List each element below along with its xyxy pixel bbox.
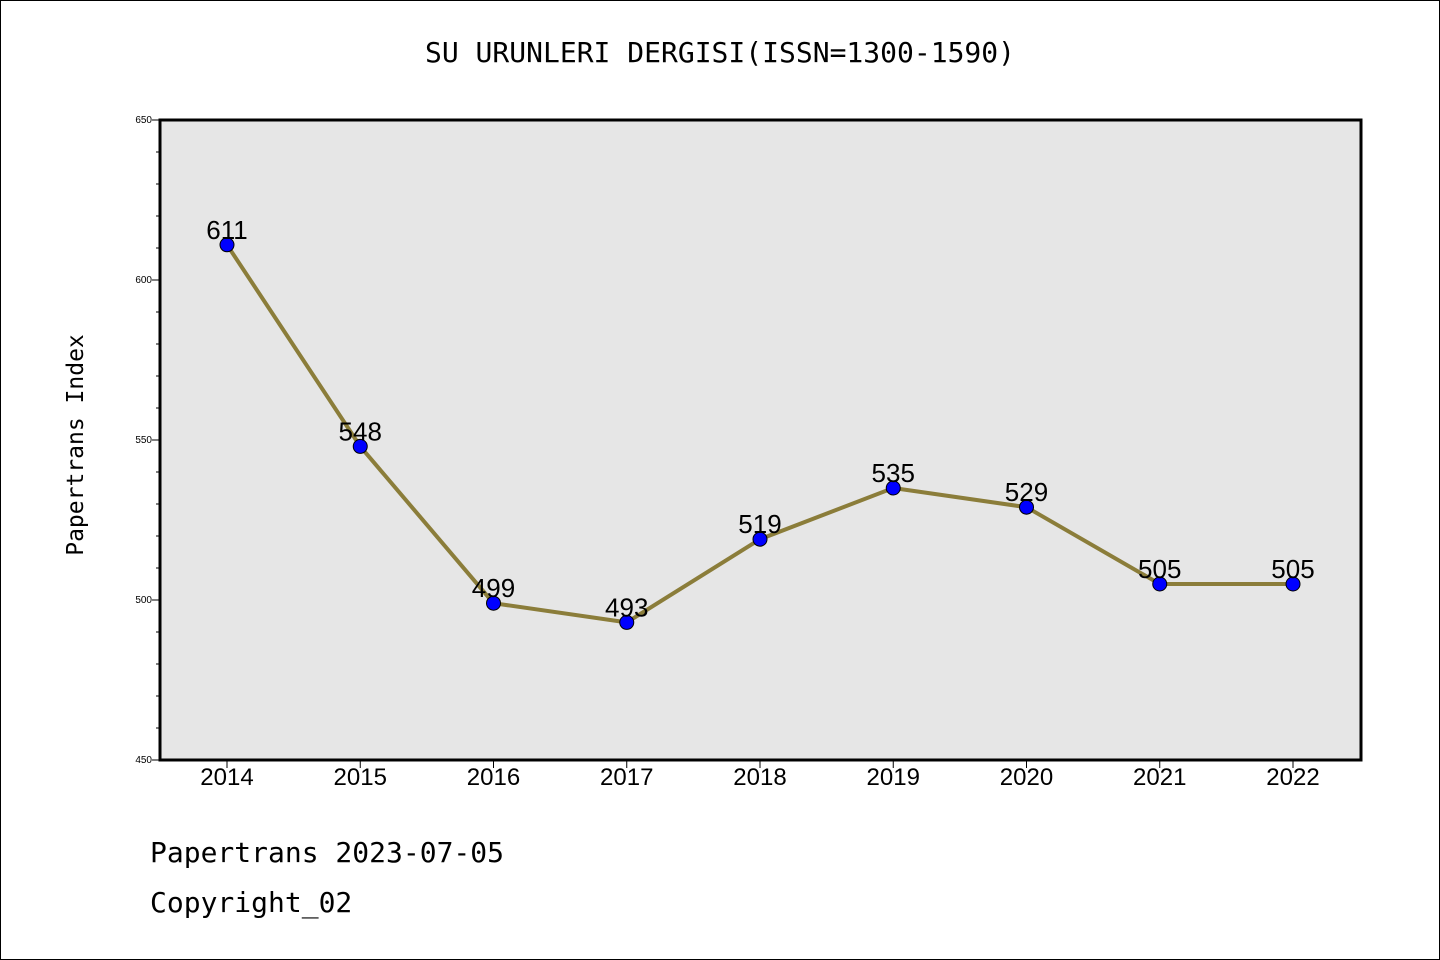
- y-tick-label: 550: [135, 435, 152, 446]
- data-label: 505: [1271, 554, 1314, 584]
- data-point: [885, 480, 901, 496]
- data-point: [1019, 499, 1034, 515]
- x-tick-label: 2021: [1133, 764, 1186, 791]
- y-axis: 450 500 550 600 650: [135, 115, 160, 766]
- x-tick-label: 2016: [467, 764, 520, 791]
- data-point: [619, 614, 635, 630]
- x-tick-label: 2019: [867, 764, 920, 791]
- series-markers: [219, 237, 1301, 630]
- x-tick-label: 2018: [733, 764, 786, 791]
- y-tick-label: 450: [135, 755, 152, 766]
- x-axis: 2014 2015 2016 2017 2018 2019 2020 2021 2022: [200, 760, 1320, 791]
- data-label: 529: [1005, 477, 1048, 507]
- data-label: 611: [206, 215, 247, 245]
- data-label: 519: [738, 509, 781, 539]
- data-label: 548: [339, 416, 382, 446]
- data-label: 535: [872, 458, 915, 488]
- data-label: 493: [605, 592, 648, 622]
- data-point: [1152, 576, 1168, 592]
- chart-title: SU URUNLERI DERGISI(ISSN=1300-1590): [424, 36, 1015, 69]
- x-tick-label: 2017: [600, 764, 653, 791]
- y-tick-label: 650: [135, 115, 152, 126]
- data-point: [1285, 576, 1301, 592]
- y-tick-label: 500: [135, 595, 152, 606]
- data-point: [352, 438, 368, 454]
- x-tick-label: 2014: [200, 764, 253, 791]
- x-tick-label: 2015: [334, 764, 387, 791]
- x-tick-label: 2020: [1000, 764, 1053, 791]
- footer-date: Papertrans 2023-07-05: [150, 836, 505, 869]
- data-labels: 611 548 499 493 519 535 529 505 505: [206, 215, 1314, 623]
- data-point: [486, 595, 501, 611]
- data-label: 499: [472, 573, 515, 603]
- footer-copyright: Copyright_02: [150, 886, 353, 919]
- x-tick-label: 2022: [1266, 764, 1319, 791]
- data-point: [219, 237, 235, 253]
- data-point: [752, 531, 768, 547]
- data-label: 505: [1138, 554, 1181, 584]
- y-tick-label: 600: [135, 275, 152, 286]
